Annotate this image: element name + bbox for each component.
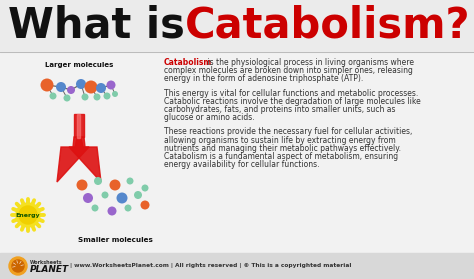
Circle shape bbox=[108, 206, 117, 215]
Text: Worksheets: Worksheets bbox=[30, 260, 63, 265]
Circle shape bbox=[9, 257, 27, 275]
Circle shape bbox=[83, 193, 93, 203]
Text: What is: What is bbox=[8, 5, 200, 47]
Text: is the physiological process in living organisms where: is the physiological process in living o… bbox=[205, 58, 414, 67]
Circle shape bbox=[19, 206, 37, 224]
Text: energy in the form of adenosine triphosphate (ATP).: energy in the form of adenosine triphosp… bbox=[164, 74, 363, 83]
Bar bbox=[0, 0, 474, 52]
Circle shape bbox=[82, 93, 89, 100]
Text: Catabolic reactions involve the degradation of large molecules like: Catabolic reactions involve the degradat… bbox=[164, 97, 421, 106]
Text: carbohydrates, fats, and proteins into smaller units, such as: carbohydrates, fats, and proteins into s… bbox=[164, 105, 395, 114]
Circle shape bbox=[84, 81, 98, 93]
Text: Catabolism is a fundamental aspect of metabolism, ensuring: Catabolism is a fundamental aspect of me… bbox=[164, 152, 398, 161]
Circle shape bbox=[76, 179, 88, 191]
Circle shape bbox=[93, 93, 100, 100]
Text: This energy is vital for cellular functions and metabolic processes.: This energy is vital for cellular functi… bbox=[164, 89, 418, 98]
Text: Smaller molecules: Smaller molecules bbox=[78, 237, 153, 243]
Polygon shape bbox=[57, 137, 89, 182]
Circle shape bbox=[112, 91, 118, 97]
Text: These reactions provide the necessary fuel for cellular activities,: These reactions provide the necessary fu… bbox=[164, 128, 412, 136]
Text: Catabolism: Catabolism bbox=[164, 58, 212, 67]
Circle shape bbox=[134, 191, 142, 199]
Circle shape bbox=[16, 203, 40, 227]
Circle shape bbox=[91, 205, 99, 211]
Circle shape bbox=[67, 86, 75, 94]
Text: allowing organisms to sustain life by extracting energy from: allowing organisms to sustain life by ex… bbox=[164, 136, 396, 145]
Circle shape bbox=[103, 93, 110, 100]
Circle shape bbox=[109, 179, 120, 191]
Text: energy availability for cellular functions.: energy availability for cellular functio… bbox=[164, 160, 319, 169]
Circle shape bbox=[140, 201, 149, 210]
Circle shape bbox=[96, 83, 106, 93]
Circle shape bbox=[125, 205, 131, 211]
Circle shape bbox=[107, 81, 116, 90]
Bar bbox=[0, 253, 474, 279]
Circle shape bbox=[76, 79, 86, 89]
Circle shape bbox=[127, 177, 134, 184]
Circle shape bbox=[49, 93, 56, 100]
Text: | www.WorksheetsPlanet.com | All rights reserved | © This is a copyrighted mater: | www.WorksheetsPlanet.com | All rights … bbox=[70, 263, 352, 268]
Circle shape bbox=[94, 177, 102, 185]
Circle shape bbox=[64, 95, 71, 102]
Circle shape bbox=[40, 78, 54, 92]
Text: Catabolism?: Catabolism? bbox=[185, 5, 471, 47]
Text: complex molecules are broken down into simpler ones, releasing: complex molecules are broken down into s… bbox=[164, 66, 413, 75]
Circle shape bbox=[142, 184, 148, 191]
Circle shape bbox=[56, 82, 66, 92]
Polygon shape bbox=[74, 114, 84, 137]
Text: glucose or amino acids.: glucose or amino acids. bbox=[164, 113, 255, 122]
Text: Energy: Energy bbox=[16, 213, 40, 218]
Polygon shape bbox=[69, 137, 101, 182]
Text: nutrients and managing their metabolic pathways effectively.: nutrients and managing their metabolic p… bbox=[164, 144, 401, 153]
Circle shape bbox=[117, 193, 128, 203]
Text: PLANET: PLANET bbox=[30, 265, 69, 274]
Text: Larger molecules: Larger molecules bbox=[45, 62, 113, 68]
Circle shape bbox=[101, 191, 109, 198]
Circle shape bbox=[12, 260, 24, 272]
Polygon shape bbox=[77, 114, 80, 138]
